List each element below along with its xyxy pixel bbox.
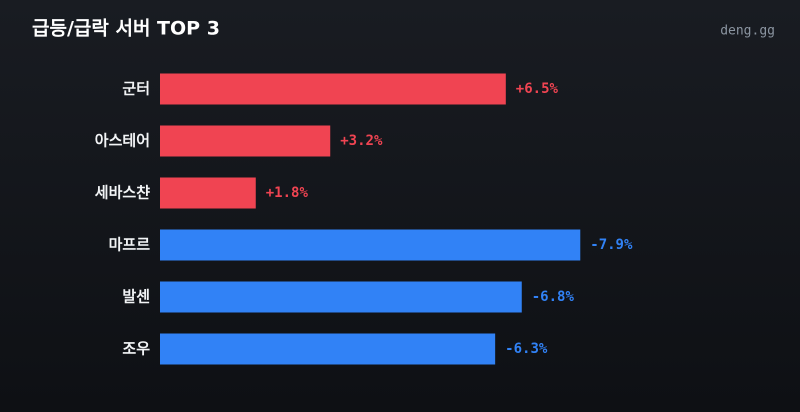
value-label: -6.8% bbox=[532, 289, 575, 305]
category-label: 발센 bbox=[122, 288, 150, 306]
bar bbox=[160, 177, 256, 209]
category-label: 아스테어 bbox=[95, 132, 150, 150]
value-label: -7.9% bbox=[590, 237, 633, 253]
bar bbox=[160, 229, 581, 261]
category-label: 군터 bbox=[122, 80, 150, 98]
category-label: 조우 bbox=[122, 340, 150, 358]
category-label: 세바스챤 bbox=[95, 184, 150, 202]
category-label: 마프르 bbox=[109, 236, 151, 254]
source: deng.gg bbox=[720, 24, 775, 39]
value-label: -6.3% bbox=[505, 341, 548, 357]
bar bbox=[160, 281, 522, 313]
value-label: +3.2% bbox=[340, 133, 383, 149]
value-label: +1.8% bbox=[266, 185, 309, 201]
bar bbox=[160, 333, 496, 365]
chart-title: 급등/급락 서버 TOP 3 bbox=[32, 18, 220, 40]
bar bbox=[160, 73, 506, 105]
bar bbox=[160, 125, 331, 157]
value-label: +6.5% bbox=[516, 81, 559, 97]
